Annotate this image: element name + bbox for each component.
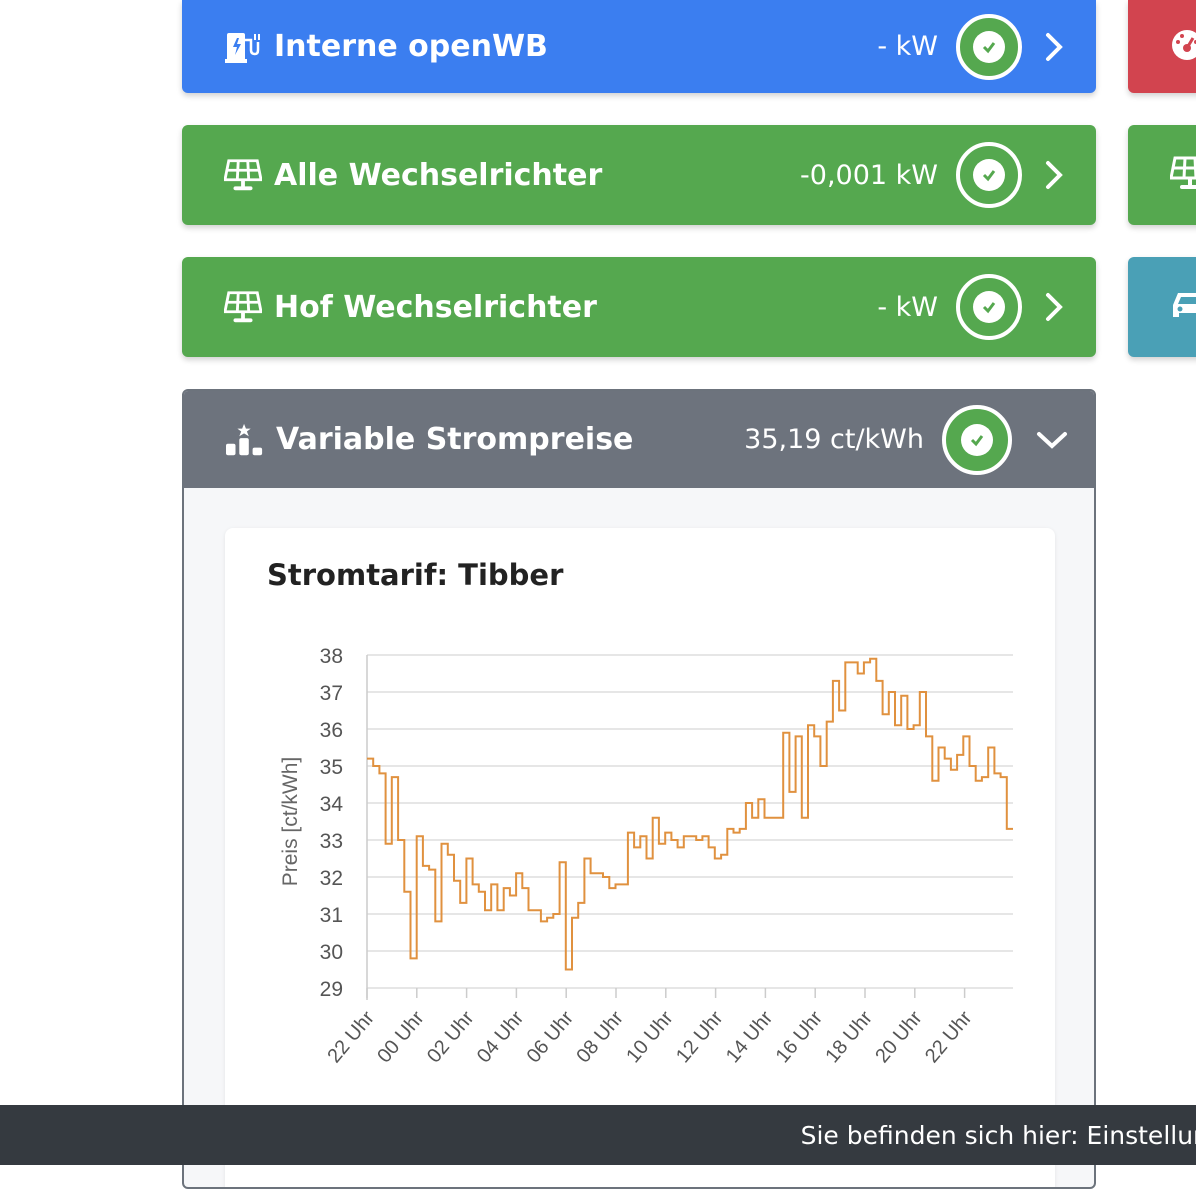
chevron-down-icon[interactable] — [1032, 420, 1072, 460]
y-tick-label: 34 — [320, 793, 344, 816]
chart-title: Stromtarif: Tibber — [267, 558, 564, 592]
x-tick-label: 06 Uhr — [523, 1007, 579, 1067]
x-tick-label: 08 Uhr — [572, 1007, 628, 1067]
card-hof-wechselrichter[interactable]: Hof Wechselrichter - kW — [182, 257, 1096, 357]
y-tick-label: 30 — [320, 941, 343, 964]
status-ok-icon — [942, 404, 1012, 475]
side-card-solar[interactable] — [1128, 125, 1196, 225]
y-tick-label: 35 — [320, 756, 343, 779]
y-tick-label: 33 — [320, 830, 343, 853]
price-chart: 38 37 36 35 34 33 32 31 30 29 Preis [ct/kWh] 22 Uhr… — [279, 645, 1013, 1067]
card-title: Alle Wechselrichter — [274, 157, 603, 193]
x-tick-label: 22 Uhr — [921, 1007, 977, 1067]
price-ranking-icon — [226, 421, 264, 459]
current-price: 35,19 ct/kWh — [744, 424, 924, 455]
status-ok-icon — [956, 142, 1022, 208]
x-tick-label: 20 Uhr — [871, 1007, 927, 1067]
y-axis-label: Preis [ct/kWh] — [279, 757, 302, 887]
card-interne-openwb[interactable]: Interne openWB - kW — [182, 0, 1096, 93]
x-tick-label: 00 Uhr — [373, 1007, 429, 1067]
solar-panel-icon — [224, 156, 262, 194]
card-title: Hof Wechselrichter — [274, 289, 597, 325]
x-tick-label: 02 Uhr — [423, 1007, 479, 1067]
side-card-car[interactable] — [1128, 257, 1196, 357]
price-series-line — [367, 657, 1013, 971]
variable-prices-panel: Variable Strompreise 35,19 ct/kWh Stromt… — [182, 389, 1096, 1189]
card-alle-wechselrichter[interactable]: Alle Wechselrichter -0,001 kW — [182, 125, 1096, 225]
y-tick-label: 38 — [320, 645, 343, 668]
gauge-icon — [1170, 28, 1196, 66]
status-ok-icon — [956, 274, 1022, 340]
chevron-right-icon[interactable] — [1034, 27, 1074, 67]
y-tick-label: 29 — [320, 978, 343, 1001]
y-tick-label: 32 — [320, 867, 343, 890]
side-card-gauge[interactable] — [1128, 0, 1196, 93]
solar-panel-icon — [1169, 156, 1196, 194]
variable-prices-header[interactable]: Variable Strompreise 35,19 ct/kWh — [184, 391, 1094, 488]
x-tick-label: 10 Uhr — [622, 1007, 678, 1067]
solar-panel-icon — [224, 288, 262, 326]
ev-charger-icon — [224, 28, 262, 66]
car-icon — [1170, 289, 1196, 325]
x-tick-label: 14 Uhr — [722, 1007, 778, 1067]
power-value: - kW — [877, 31, 938, 62]
card-title: Interne openWB — [274, 29, 548, 64]
breadcrumb-footer: Sie befinden sich hier: Einstellungen — [0, 1105, 1196, 1165]
y-tick-label: 31 — [320, 904, 343, 927]
chart-card: Stromtarif: Tibber 38 37 36 35 34 33 32 31 30 29 P… — [225, 528, 1055, 1187]
x-tick-label: 12 Uhr — [672, 1007, 728, 1067]
breadcrumb-text: Sie befinden sich hier: Einstellungen — [800, 1120, 1196, 1150]
x-tick-label: 04 Uhr — [473, 1007, 529, 1067]
y-tick-label: 36 — [320, 719, 343, 742]
chevron-right-icon[interactable] — [1034, 287, 1074, 327]
x-tick-label: 22 Uhr — [323, 1007, 379, 1067]
y-tick-label: 37 — [320, 682, 343, 705]
panel-title: Variable Strompreise — [276, 422, 634, 457]
power-value: -0,001 kW — [800, 159, 938, 191]
x-tick-label: 16 Uhr — [772, 1007, 828, 1067]
status-ok-icon — [956, 13, 1022, 80]
power-value: - kW — [877, 291, 938, 323]
chevron-right-icon[interactable] — [1034, 155, 1074, 195]
x-tick-label: 18 Uhr — [821, 1007, 877, 1067]
